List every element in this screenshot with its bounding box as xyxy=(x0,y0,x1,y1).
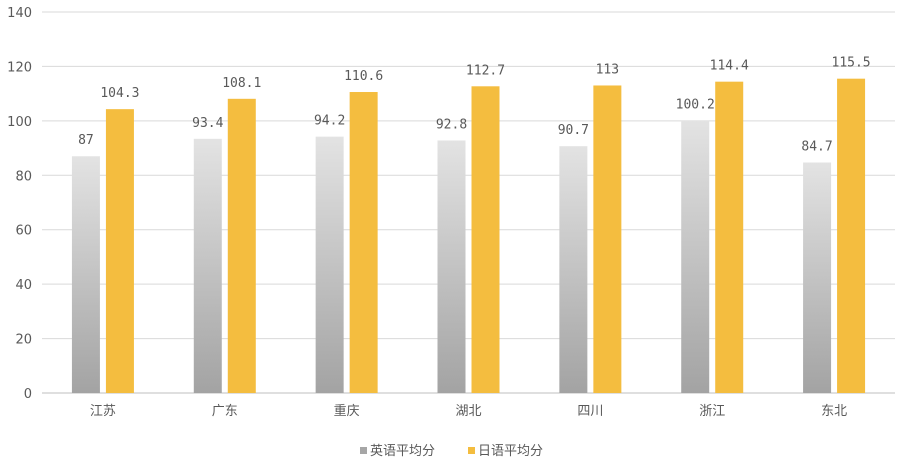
x-tick-label: 江苏 xyxy=(90,403,116,419)
bar xyxy=(559,146,588,393)
data-label: 87 xyxy=(78,133,94,148)
gridlines xyxy=(42,11,895,394)
y-tick-label: 140 xyxy=(7,6,32,21)
data-label: 108.1 xyxy=(222,76,261,91)
y-tick-label: 40 xyxy=(15,278,32,293)
data-label: 113 xyxy=(596,62,619,77)
bar xyxy=(715,81,744,393)
data-label: 104.3 xyxy=(100,86,139,101)
data-label: 112.7 xyxy=(466,63,505,78)
x-tick-label: 浙江 xyxy=(699,404,725,419)
bar xyxy=(837,78,866,394)
data-label: 114.4 xyxy=(710,59,749,74)
y-axis: 0 20 40 60 80 100 120 140 xyxy=(7,6,32,402)
bars: 87 104.3 93.4 108.1 94.2 110.6 92.8 112.7 90.7 11… xyxy=(71,56,871,394)
x-tick-label: 四川 xyxy=(577,404,603,419)
x-axis: 江苏 广东 重庆 湖北 四川 浙江 东北 xyxy=(90,403,847,419)
legend-swatch xyxy=(360,447,367,454)
data-label: 92.8 xyxy=(436,117,467,132)
legend-label: 日语平均分 xyxy=(478,444,543,459)
data-label: 115.5 xyxy=(832,56,871,71)
x-tick-label: 湖北 xyxy=(455,404,481,419)
bar xyxy=(71,156,100,393)
bar xyxy=(227,98,256,393)
y-tick-label: 80 xyxy=(15,169,32,184)
bar xyxy=(349,92,378,393)
data-label: 110.6 xyxy=(344,69,383,84)
x-tick-label: 广东 xyxy=(212,404,238,419)
y-tick-label: 0 xyxy=(24,387,32,402)
x-tick-label: 重庆 xyxy=(334,403,360,419)
bar xyxy=(681,120,710,393)
bar xyxy=(593,85,622,393)
legend-label: 英语平均分 xyxy=(370,444,435,459)
bar xyxy=(437,140,466,393)
data-label: 90.7 xyxy=(558,123,589,138)
bar xyxy=(803,162,832,393)
data-label: 93.4 xyxy=(192,116,223,131)
x-tick-label: 东北 xyxy=(821,404,847,419)
y-tick-label: 60 xyxy=(15,224,32,239)
data-label: 100.2 xyxy=(676,97,715,112)
bar xyxy=(193,138,222,393)
data-label: 94.2 xyxy=(314,114,345,129)
bar xyxy=(105,109,134,393)
legend-swatch xyxy=(468,447,475,454)
bar xyxy=(471,86,500,394)
y-tick-label: 120 xyxy=(7,60,32,75)
y-tick-label: 20 xyxy=(15,333,32,348)
data-label: 84.7 xyxy=(801,139,832,154)
y-tick-label: 100 xyxy=(7,115,32,130)
bar xyxy=(315,136,344,394)
legend: 英语平均分 日语平均分 xyxy=(360,444,543,459)
